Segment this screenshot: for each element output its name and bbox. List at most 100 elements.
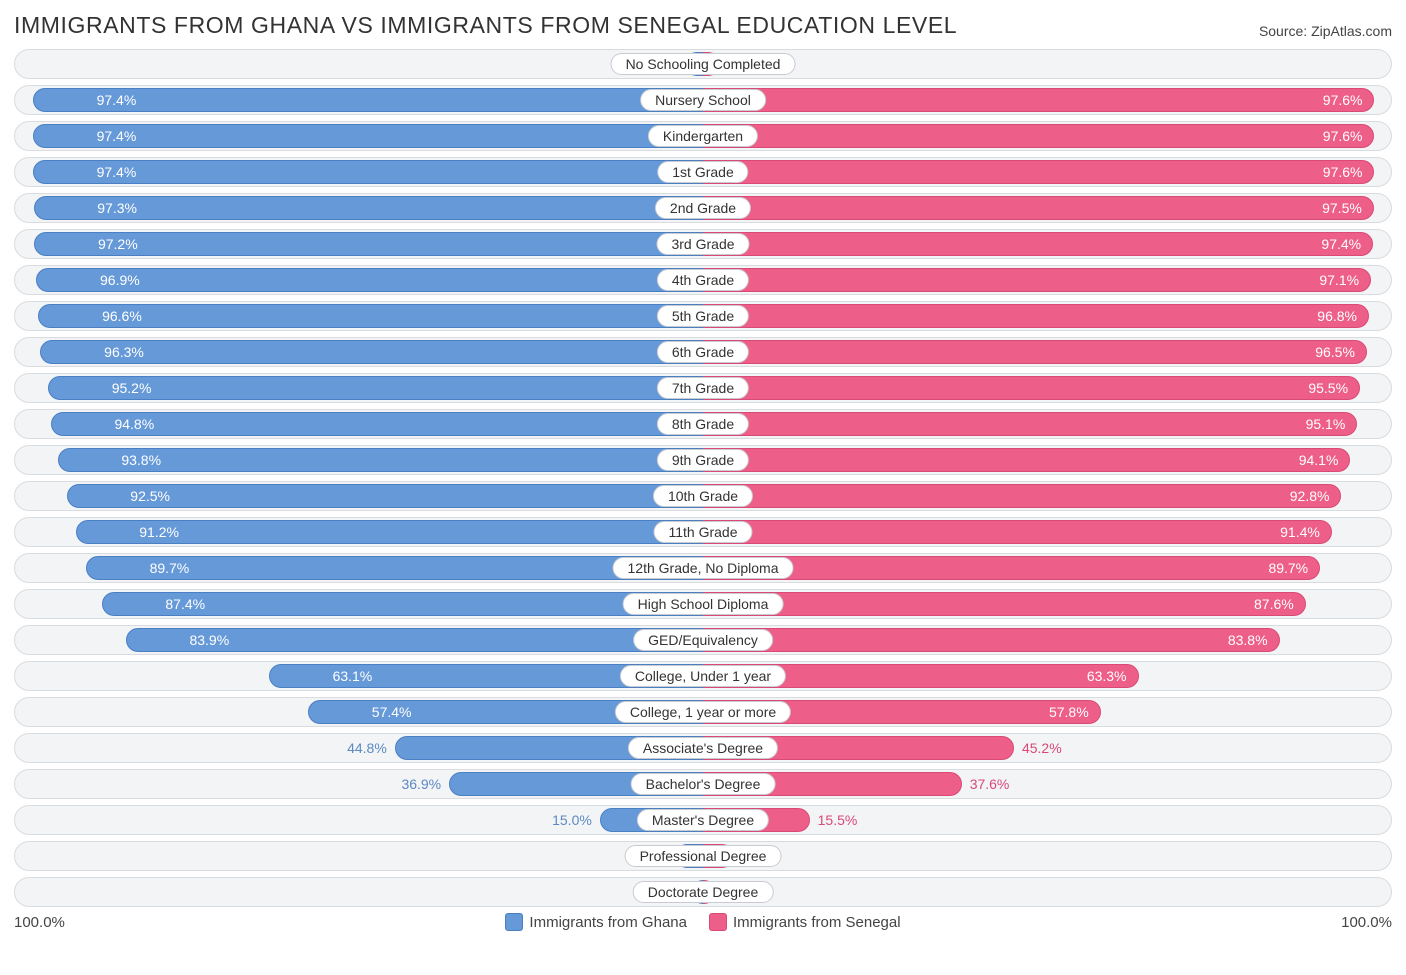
chart-row: 89.7%89.7%12th Grade, No Diploma [14, 553, 1392, 583]
row-label: Associate's Degree [628, 737, 778, 759]
chart-row: 96.9% 97.1% 4th Grade [14, 265, 1392, 295]
row-label: 11th Grade [653, 521, 752, 543]
chart-row: 97.4% 97.6% Kindergarten [14, 121, 1392, 151]
legend-item-right: Immigrants from Senegal [709, 913, 901, 931]
chart-row: 97.4% 97.6% Nursery School [14, 85, 1392, 115]
row-label: No Schooling Completed [611, 53, 796, 75]
bar-right [703, 520, 1332, 544]
legend-label-right: Immigrants from Senegal [733, 914, 901, 931]
legend-item-left: Immigrants from Ghana [505, 913, 687, 931]
value-left: 89.7% [138, 560, 190, 576]
row-label: GED/Equivalency [633, 629, 773, 651]
row-label: Bachelor's Degree [631, 773, 776, 795]
bar-right [703, 376, 1360, 400]
bar-right [703, 340, 1367, 364]
chart-row: 1.8%1.9%Doctorate Degree [14, 877, 1392, 907]
value-left: 97.3% [85, 200, 137, 216]
value-right: 97.6% [1323, 92, 1375, 108]
value-left: 93.8% [109, 452, 161, 468]
value-left: 57.4% [360, 704, 412, 720]
value-right: 37.6% [962, 776, 1010, 792]
row-label: Nursery School [640, 89, 766, 111]
chart-header: IMMIGRANTS FROM GHANA VS IMMIGRANTS FROM… [14, 12, 1392, 39]
chart-row: 97.3%97.5%2nd Grade [14, 193, 1392, 223]
row-label: College, Under 1 year [620, 665, 786, 687]
value-right: 91.4% [1280, 524, 1332, 540]
value-left: 44.8% [347, 740, 395, 756]
value-left: 87.4% [153, 596, 205, 612]
bar-right [703, 412, 1357, 436]
legend: Immigrants from Ghana Immigrants from Se… [505, 913, 900, 931]
chart-title: IMMIGRANTS FROM GHANA VS IMMIGRANTS FROM… [14, 12, 957, 39]
value-left: 95.2% [100, 380, 152, 396]
value-right: 83.8% [1228, 632, 1280, 648]
row-label: 3rd Grade [656, 233, 749, 255]
value-left: 97.4% [85, 92, 137, 108]
value-left: 97.4% [85, 164, 137, 180]
source-name: ZipAtlas.com [1311, 23, 1392, 39]
value-right: 45.2% [1014, 740, 1062, 756]
chart-rows: 2.6%2.4%No Schooling Completed 97.4% 97.6%… [14, 49, 1392, 907]
row-label: Professional Degree [625, 845, 782, 867]
legend-swatch-left [505, 913, 523, 931]
bar-right [703, 268, 1371, 292]
value-left: 91.2% [127, 524, 179, 540]
row-label: 5th Grade [657, 305, 749, 327]
row-label: College, 1 year or more [615, 701, 791, 723]
value-left: 94.8% [102, 416, 154, 432]
chart-row: 91.2% 91.4% 11th Grade [14, 517, 1392, 547]
chart-row: 44.8% 45.2% Associate's Degree [14, 733, 1392, 763]
row-label: 10th Grade [653, 485, 753, 507]
row-label: Doctorate Degree [633, 881, 774, 903]
legend-swatch-right [709, 913, 727, 931]
bar-right [703, 484, 1341, 508]
value-left: 92.5% [118, 488, 170, 504]
bar-right [703, 592, 1306, 616]
row-label: 2nd Grade [655, 197, 751, 219]
chart-row: 97.2%97.4%3rd Grade [14, 229, 1392, 259]
value-left: 96.9% [88, 272, 140, 288]
chart-row: 87.4%87.6%High School Diploma [14, 589, 1392, 619]
value-right: 97.6% [1323, 164, 1375, 180]
bar-right [703, 304, 1369, 328]
value-right: 97.1% [1319, 272, 1371, 288]
chart-row: 4.1%4.5%Professional Degree [14, 841, 1392, 871]
value-left: 83.9% [177, 632, 229, 648]
value-right: 97.6% [1323, 128, 1375, 144]
legend-label-left: Immigrants from Ghana [529, 914, 687, 931]
value-left: 97.2% [86, 236, 138, 252]
row-label: 6th Grade [657, 341, 749, 363]
row-label: High School Diploma [623, 593, 784, 615]
bar-right [703, 628, 1280, 652]
row-label: Kindergarten [648, 125, 758, 147]
value-right: 95.1% [1306, 416, 1358, 432]
chart-row: 83.9% 83.8% GED/Equivalency [14, 625, 1392, 655]
value-left: 97.4% [85, 128, 137, 144]
bar-right [703, 124, 1374, 148]
chart-row: 36.9% 37.6% Bachelor's Degree [14, 769, 1392, 799]
chart-row: 57.4%57.8%College, 1 year or more [14, 697, 1392, 727]
row-label: 9th Grade [657, 449, 749, 471]
row-label: 7th Grade [657, 377, 749, 399]
value-left: 15.0% [552, 812, 600, 828]
row-label: 8th Grade [657, 413, 749, 435]
bar-right [703, 232, 1373, 256]
source-label: Source: [1259, 23, 1307, 39]
row-label: 4th Grade [657, 269, 749, 291]
row-label: Master's Degree [637, 809, 769, 831]
value-right: 96.5% [1315, 344, 1367, 360]
chart-row: 2.6%2.4%No Schooling Completed [14, 49, 1392, 79]
bar-right [703, 88, 1374, 112]
chart-row: 93.8% 94.1% 9th Grade [14, 445, 1392, 475]
value-left: 36.9% [401, 776, 449, 792]
value-right: 94.1% [1299, 452, 1351, 468]
chart-row: 15.0%15.5%Master's Degree [14, 805, 1392, 835]
chart-row: 92.5%92.8%10th Grade [14, 481, 1392, 511]
chart-row: 94.8% 95.1% 8th Grade [14, 409, 1392, 439]
bar-right [703, 556, 1320, 580]
chart-row: 97.4%97.6%1st Grade [14, 157, 1392, 187]
bar-right [703, 448, 1350, 472]
chart-footer: 100.0% Immigrants from Ghana Immigrants … [14, 913, 1392, 931]
value-right: 96.8% [1317, 308, 1369, 324]
chart-row: 63.1%63.3%College, Under 1 year [14, 661, 1392, 691]
